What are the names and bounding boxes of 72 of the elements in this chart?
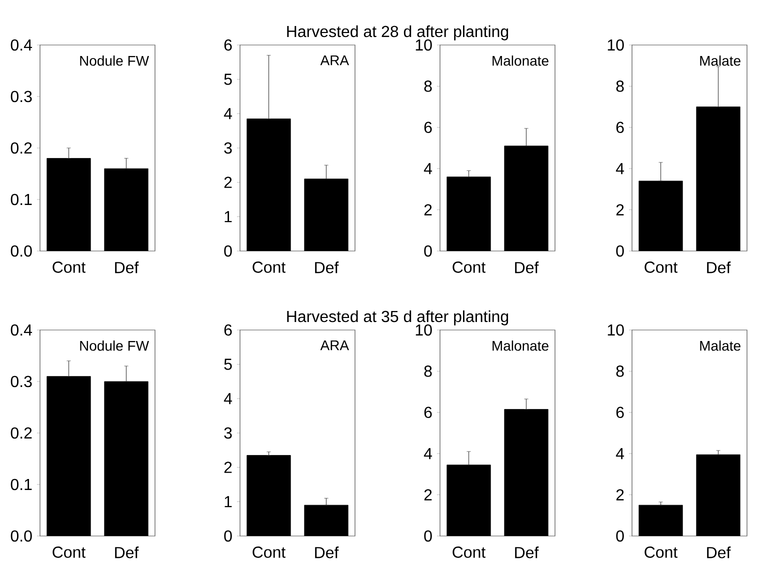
x-tick-label: Def: [707, 546, 731, 558]
y-tick-label: 6: [616, 122, 624, 134]
y-tick-label: 2: [424, 489, 432, 501]
text: Malonate: [492, 56, 548, 66]
y-tick-label: 0: [224, 530, 232, 542]
y-tick-label: 10: [608, 40, 624, 51]
x-tick-label: Def: [315, 262, 339, 274]
y-tick-label: 0.2: [10, 428, 32, 439]
y-tick-label: 8: [424, 366, 432, 378]
text: Malonate: [492, 340, 548, 351]
y-tick-label: 2: [616, 489, 624, 501]
y-tick-label: 6: [424, 406, 432, 418]
y-tick-label: 6: [616, 406, 624, 418]
x-tick-label: Cont: [452, 546, 486, 558]
x-tick-label: Cont: [644, 262, 678, 274]
y-tick-label: 0: [224, 246, 232, 257]
y-tick-label: 0.0: [10, 246, 32, 257]
y-tick-label: 3: [224, 142, 232, 154]
y-tick-label: 6: [224, 40, 232, 51]
y-tick-label: 1: [224, 211, 232, 222]
y-tick-label: 0.1: [10, 194, 32, 206]
y-tick-label: 4: [616, 163, 624, 174]
y-tick-label: 0: [616, 246, 624, 257]
y-tick-label: 4: [224, 108, 232, 120]
text: Nodule FW: [80, 56, 149, 66]
x-tick-label: Cont: [52, 262, 86, 274]
y-tick-label: 0.0: [10, 530, 32, 542]
x-tick-label: Def: [515, 262, 539, 274]
x-tick-label: Def: [707, 262, 731, 274]
x-tick-label: Cont: [452, 262, 486, 274]
y-tick-label: 0.3: [10, 91, 32, 102]
text: Nodule FW: [80, 340, 149, 351]
y-tick-label: 4: [616, 448, 624, 460]
y-tick-label: 5: [224, 74, 232, 86]
x-tick-label: Def: [115, 546, 139, 558]
x-tick-label: Cont: [252, 262, 286, 274]
y-tick-label: 0: [616, 530, 624, 542]
x-tick-label: Def: [315, 546, 339, 558]
y-tick-label: 4: [424, 448, 432, 460]
y-tick-label: 0.1: [10, 479, 32, 490]
x-tick-label: Def: [115, 262, 139, 274]
y-tick-label: 10: [416, 324, 432, 336]
text: Malate: [700, 56, 740, 66]
y-tick-label: 0.3: [10, 376, 32, 388]
y-tick-label: 8: [616, 80, 624, 92]
x-tick-label: Cont: [252, 546, 286, 558]
text: ARA: [320, 56, 350, 66]
y-tick-label: 0.4: [10, 40, 32, 51]
y-tick-label: 2: [424, 204, 432, 216]
y-tick-label: 10: [416, 40, 432, 51]
y-tick-label: 4: [224, 393, 232, 404]
y-tick-label: 2: [224, 462, 232, 474]
y-tick-label: 0: [424, 530, 432, 542]
y-tick-label: 6: [424, 122, 432, 134]
y-tick-label: 0.4: [10, 324, 32, 336]
x-tick-label: Def: [515, 546, 539, 558]
x-tick-label: Cont: [52, 546, 86, 558]
y-tick-label: 8: [616, 366, 624, 378]
y-tick-label: 0.2: [10, 142, 32, 154]
y-tick-label: 0: [424, 246, 432, 257]
y-tick-label: 8: [424, 80, 432, 92]
y-tick-label: 1: [224, 496, 232, 508]
y-tick-label: 2: [616, 204, 624, 216]
y-tick-label: 5: [224, 358, 232, 370]
y-tick-label: 2: [224, 176, 232, 188]
y-tick-label: 3: [224, 428, 232, 439]
text: Malate: [700, 340, 740, 351]
y-tick-label: 6: [224, 324, 232, 336]
y-tick-label: 4: [424, 163, 432, 174]
text: ARA: [320, 340, 350, 350]
x-tick-label: Cont: [644, 546, 678, 558]
y-tick-label: 10: [608, 324, 624, 336]
